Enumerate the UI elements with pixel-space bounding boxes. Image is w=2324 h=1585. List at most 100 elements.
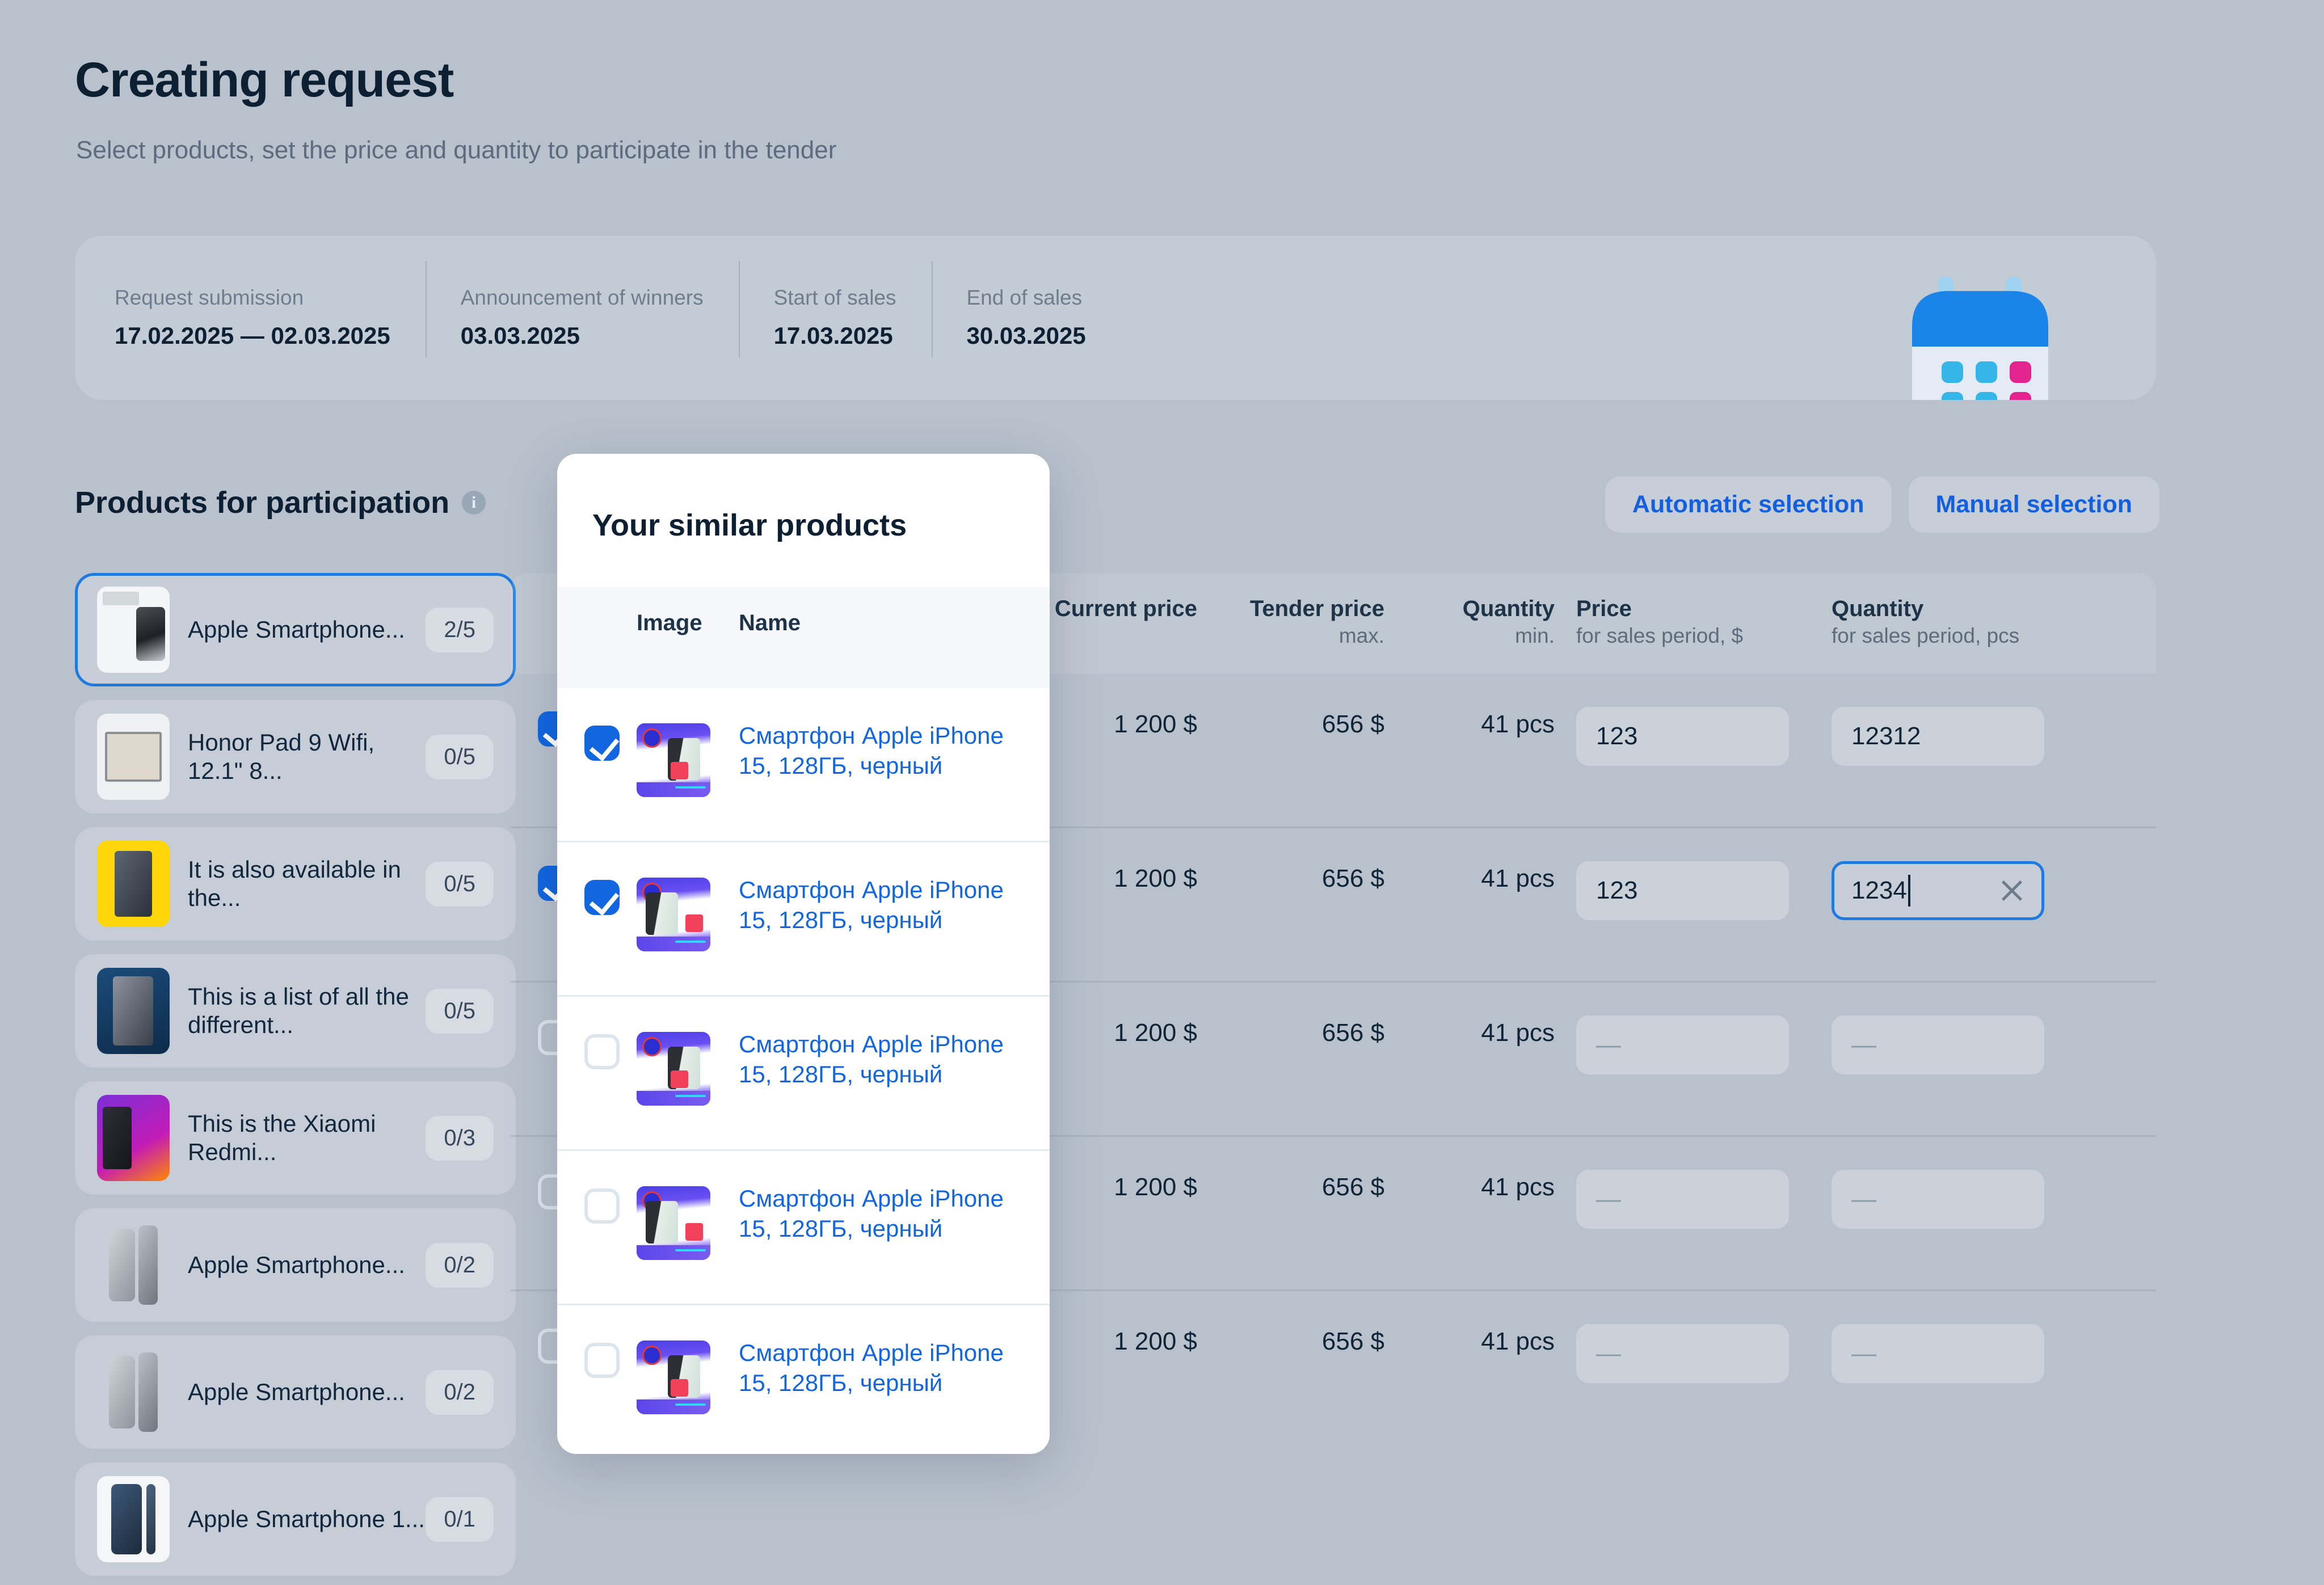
timeline-item-value: 30.03.2025 bbox=[966, 322, 1086, 349]
close-icon[interactable] bbox=[1999, 878, 2024, 903]
quantity-input[interactable]: — bbox=[1832, 1015, 2044, 1074]
price-input[interactable]: 123 bbox=[1576, 707, 1789, 766]
quantity-input[interactable]: 1234 bbox=[1832, 861, 2044, 920]
column-header-price: Price for sales period, $ bbox=[1555, 595, 1810, 649]
popup-table-row: Смартфон Apple iPhone 15, 128ГБ, черный bbox=[557, 997, 1050, 1151]
popup-table-row: Смартфон Apple iPhone 15, 128ГБ, черный bbox=[557, 1151, 1050, 1305]
sidebar-item-product[interactable]: Apple Smartphone... 0/2 bbox=[75, 1208, 516, 1322]
quantity-input-value: 1234 bbox=[1851, 876, 1907, 904]
sidebar-item-label: This is the Xiaomi Redmi... bbox=[188, 1110, 376, 1165]
column-header-quantity-label: Quantity bbox=[1462, 596, 1555, 621]
popup-product-name-link[interactable]: Смартфон Apple iPhone 15, 128ГБ, черный bbox=[739, 876, 1004, 933]
timeline-item-value: 17.03.2025 bbox=[773, 322, 893, 349]
products-sidebar: Apple Smartphone... 2/5 Honor Pad 9 Wifi, … bbox=[75, 573, 516, 1585]
product-thumbnail bbox=[97, 587, 170, 673]
sidebar-item-counter: 0/3 bbox=[426, 1115, 494, 1161]
timeline-item: Announcement of winners 03.03.2025 bbox=[425, 261, 739, 357]
column-header-quantity-sub: min. bbox=[1515, 624, 1555, 647]
quantity-input[interactable]: — bbox=[1832, 1170, 2044, 1229]
page-title: Creating request bbox=[75, 53, 454, 107]
popup-row-checkbox[interactable] bbox=[584, 726, 620, 761]
product-thumbnail bbox=[97, 1095, 170, 1181]
sidebar-item-counter: 0/5 bbox=[426, 734, 494, 779]
popup-row-checkbox[interactable] bbox=[584, 880, 620, 915]
tender-timeline-card: Request submission 17.02.2025 — 02.03.202… bbox=[75, 235, 2156, 400]
sidebar-item-counter: 0/1 bbox=[426, 1497, 494, 1542]
price-input[interactable]: — bbox=[1576, 1015, 1789, 1074]
quantity-input[interactable]: — bbox=[1832, 1324, 2044, 1383]
product-thumbnail bbox=[637, 1186, 710, 1260]
product-thumbnail bbox=[637, 723, 710, 797]
popup-title: Your similar products bbox=[592, 508, 907, 542]
info-icon[interactable]: i bbox=[462, 491, 486, 515]
price-input[interactable]: 123 bbox=[1576, 861, 1789, 920]
popup-header-row: Image Name bbox=[557, 587, 1050, 688]
column-header-tender-price-sub: max. bbox=[1338, 624, 1384, 647]
manual-selection-button[interactable]: Manual selection bbox=[1908, 477, 2159, 533]
section-title-label: Products for participation bbox=[75, 486, 450, 520]
popup-row-checkbox[interactable] bbox=[584, 1343, 620, 1378]
column-header-tender-price-label: Tender price bbox=[1249, 596, 1384, 621]
sidebar-item-counter: 0/2 bbox=[426, 1242, 494, 1288]
sidebar-item-product[interactable]: Apple Smartphone... 0/2 bbox=[75, 1335, 516, 1449]
sidebar-item-label: It is also available in the... bbox=[188, 856, 401, 911]
timeline-item-label: Request submission bbox=[115, 286, 304, 309]
popup-row-checkbox[interactable] bbox=[584, 1188, 620, 1224]
quantity-min-value: 41 pcs bbox=[1481, 865, 1555, 892]
current-price-value: 1 200 $ bbox=[1114, 710, 1197, 738]
popup-product-name-link[interactable]: Смартфон Apple iPhone 15, 128ГБ, черный bbox=[739, 1031, 1004, 1087]
tender-price-value: 656 $ bbox=[1321, 1019, 1384, 1047]
sidebar-item-label: Apple Smartphone... bbox=[188, 1379, 405, 1406]
quantity-min-value: 41 pcs bbox=[1481, 1019, 1555, 1047]
sidebar-item-product[interactable]: Honor Pad 9 Wifi, 12.1" 8... 0/5 bbox=[75, 700, 516, 813]
quantity-input-placeholder: — bbox=[1851, 1185, 1876, 1213]
popup-table-row: Смартфон Apple iPhone 15, 128ГБ, черный bbox=[557, 688, 1050, 842]
popup-product-name-link[interactable]: Смартфон Apple iPhone 15, 128ГБ, черный bbox=[739, 722, 1004, 779]
current-price-value: 1 200 $ bbox=[1114, 1173, 1197, 1201]
product-thumbnail bbox=[97, 1349, 170, 1435]
tender-price-value: 656 $ bbox=[1321, 1173, 1384, 1201]
column-header-price-sub: for sales period, $ bbox=[1576, 624, 1744, 647]
popup-table-row: Смартфон Apple iPhone 15, 128ГБ, черный bbox=[557, 1305, 1050, 1454]
column-header-current-price: Current price bbox=[1054, 596, 1197, 621]
popup-product-name-link[interactable]: Смартфон Apple iPhone 15, 128ГБ, черный bbox=[739, 1339, 1004, 1396]
product-thumbnail bbox=[97, 714, 170, 800]
price-input-value: 123 bbox=[1596, 876, 1638, 904]
column-header-quantity: Quantity min. bbox=[1384, 595, 1555, 649]
quantity-min-value: 41 pcs bbox=[1481, 1327, 1555, 1355]
column-header-period-quantity-label: Quantity bbox=[1832, 596, 1924, 621]
column-header-period-quantity: Quantity for sales period, pcs bbox=[1810, 595, 2071, 649]
popup-product-name-link[interactable]: Смартфон Apple iPhone 15, 128ГБ, черный bbox=[739, 1185, 1004, 1242]
sidebar-item-counter: 2/5 bbox=[426, 607, 494, 652]
current-price-value: 1 200 $ bbox=[1114, 1019, 1197, 1047]
automatic-selection-button[interactable]: Automatic selection bbox=[1605, 477, 1892, 533]
product-thumbnail bbox=[97, 968, 170, 1054]
sidebar-item-product[interactable]: Apple Smartphone... 2/5 bbox=[75, 573, 516, 686]
quantity-input[interactable]: 12312 bbox=[1832, 707, 2044, 766]
tender-price-value: 656 $ bbox=[1321, 865, 1384, 892]
timeline-item-label: Announcement of winners bbox=[460, 286, 704, 309]
sidebar-item-product[interactable]: This is a list of all the different... 0/… bbox=[75, 954, 516, 1068]
price-input-placeholder: — bbox=[1596, 1031, 1621, 1059]
quantity-input-value: 12312 bbox=[1851, 722, 1921, 750]
sidebar-item-label: Honor Pad 9 Wifi, 12.1" 8... bbox=[188, 729, 375, 784]
price-input[interactable]: — bbox=[1576, 1324, 1789, 1383]
popup-column-header-name: Name bbox=[739, 610, 801, 635]
sidebar-item-product[interactable]: It is also available in the... 0/5 bbox=[75, 827, 516, 941]
sidebar-item-product[interactable]: This is the Xiaomi Redmi... 0/3 bbox=[75, 1081, 516, 1195]
tender-price-value: 656 $ bbox=[1321, 1327, 1384, 1355]
sidebar-item-counter: 0/5 bbox=[426, 861, 494, 907]
price-input-value: 123 bbox=[1596, 722, 1638, 750]
quantity-min-value: 41 pcs bbox=[1481, 1173, 1555, 1201]
quantity-min-value: 41 pcs bbox=[1481, 710, 1555, 738]
sidebar-item-product[interactable]: Apple Smartphone 1... 0/1 bbox=[75, 1462, 516, 1576]
sidebar-item-counter: 0/2 bbox=[426, 1369, 494, 1415]
quantity-input-placeholder: — bbox=[1851, 1339, 1876, 1367]
price-input[interactable]: — bbox=[1576, 1170, 1789, 1229]
popup-row-checkbox[interactable] bbox=[584, 1034, 620, 1069]
timeline-item-label: End of sales bbox=[966, 286, 1083, 309]
product-thumbnail bbox=[97, 1476, 170, 1562]
product-thumbnail bbox=[637, 1032, 710, 1106]
quantity-input-placeholder: — bbox=[1851, 1031, 1876, 1059]
